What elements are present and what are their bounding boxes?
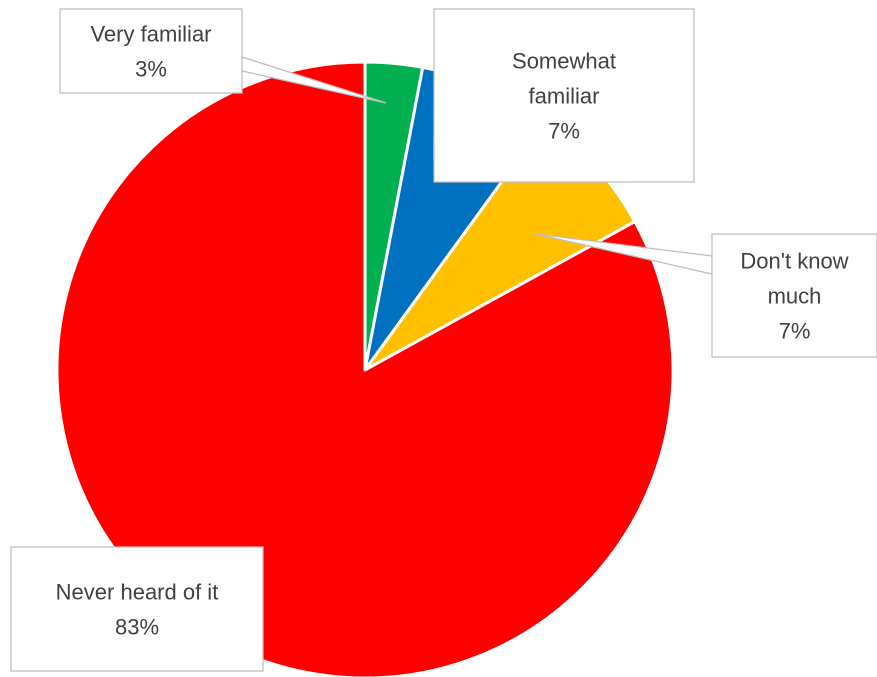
data-label-category: much: [768, 284, 822, 309]
callout-very-familiar: Very familiar 3%: [59, 8, 243, 94]
callout-box: [433, 8, 695, 183]
data-label-value: 7%: [548, 119, 580, 144]
data-label-category: Somewhat: [512, 49, 616, 74]
callout-box: [711, 233, 877, 358]
data-label-callouts: Very familiar 3% Somewhat familiar 7%Don't k…: [10, 8, 877, 672]
data-label-category: Never heard of it: [56, 580, 219, 605]
data-label-never-heard-of-it: Never heard of it 83%: [56, 580, 219, 640]
callout-never-heard-of-it: Never heard of it 83%: [10, 546, 264, 672]
data-label-very-familiar: Very familiar 3%: [90, 22, 211, 82]
data-label-somewhat-familiar: Somewhat familiar 7%: [512, 49, 616, 144]
data-label-value: 7%: [779, 319, 811, 344]
data-label-category: Very familiar: [90, 22, 211, 47]
data-label-don-t-know-much: Don't know much 7%: [740, 249, 848, 344]
data-label-category: Don't know: [740, 249, 848, 274]
callout-somewhat-familiar: Somewhat familiar 7%: [433, 8, 695, 183]
data-label-category: familiar: [529, 84, 600, 109]
data-label-value: 83%: [115, 615, 159, 640]
callout-box: [10, 546, 264, 672]
callout-box: [59, 8, 243, 94]
callout-don-t-know-much: Don't know much 7%: [711, 233, 877, 358]
data-label-value: 3%: [135, 57, 167, 82]
